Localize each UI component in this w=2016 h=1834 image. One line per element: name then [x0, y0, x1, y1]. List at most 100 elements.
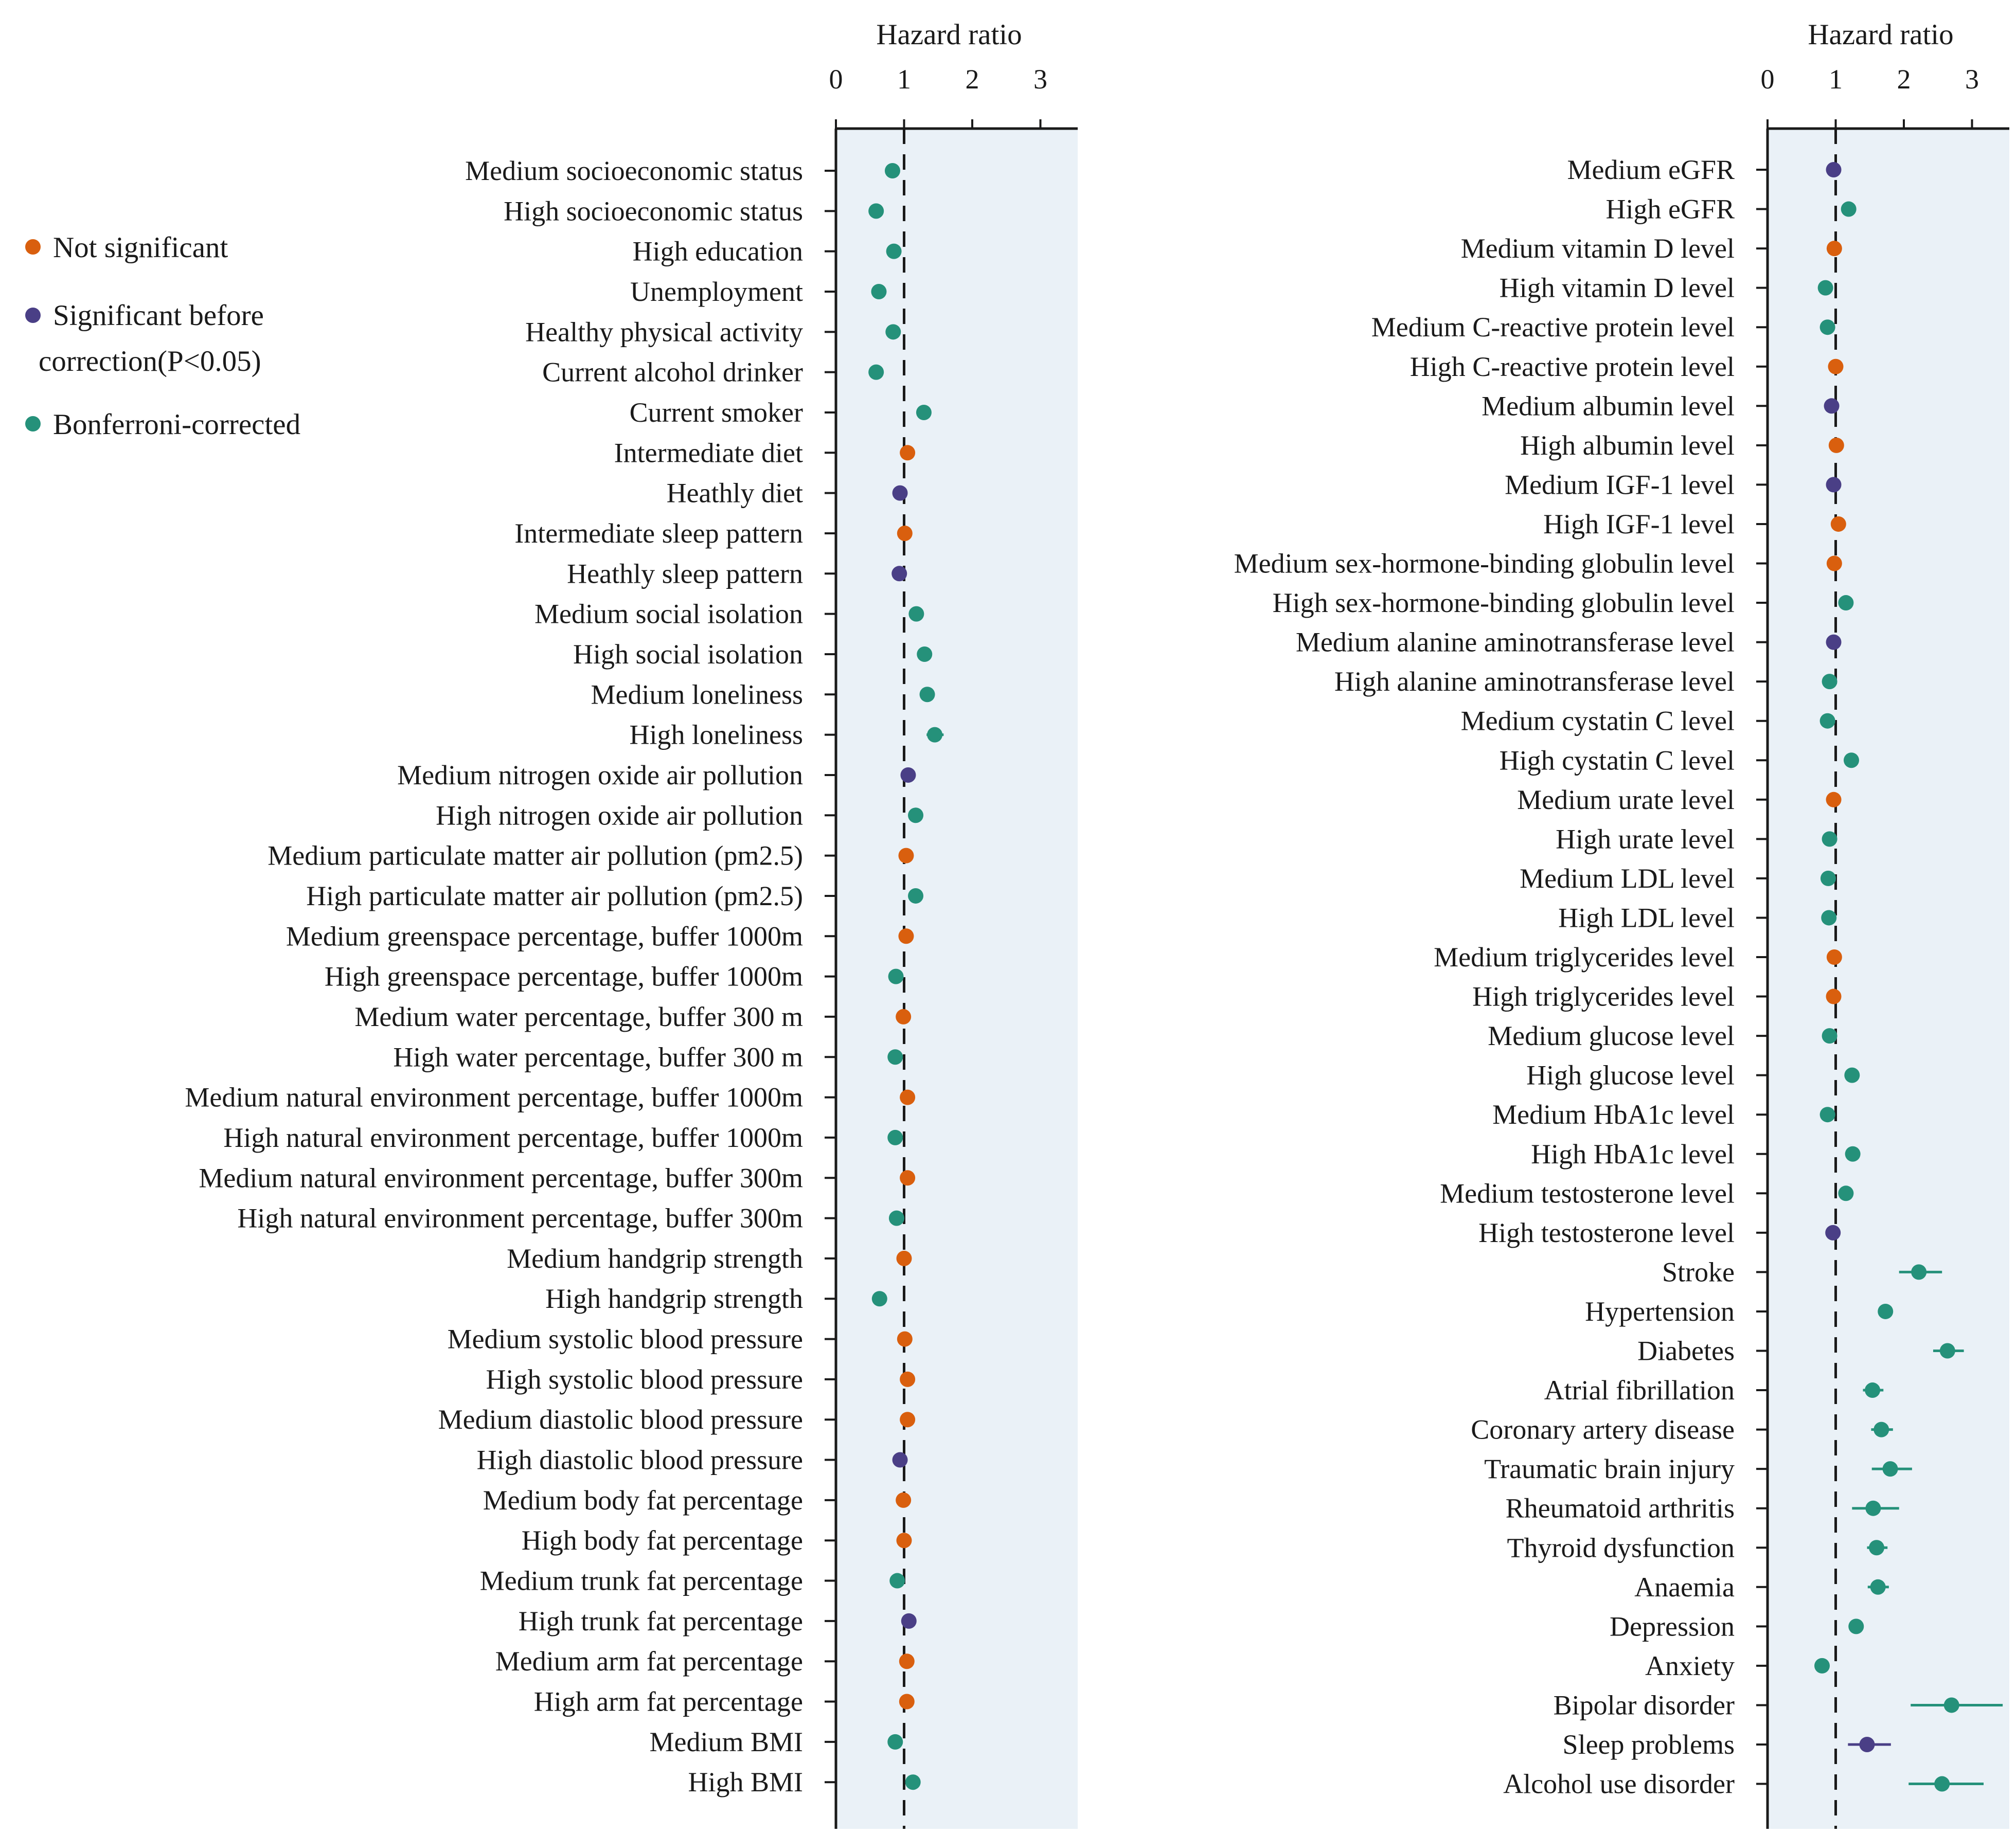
- hr-point: [1822, 831, 1837, 847]
- row-label: High vitamin D level: [1500, 273, 1735, 303]
- hr-point: [916, 404, 932, 420]
- row-label: High arm fat percentage: [534, 1686, 803, 1717]
- hr-point: [1821, 910, 1837, 926]
- row-label: High HbA1c level: [1531, 1139, 1735, 1170]
- x-tick-label: 2: [966, 64, 979, 95]
- row-label: High cystatin C level: [1500, 745, 1735, 776]
- hr-point: [871, 1291, 887, 1307]
- hr-point: [1838, 595, 1854, 611]
- row-label: High eGFR: [1605, 194, 1735, 225]
- hr-point: [927, 727, 943, 743]
- hr-point: [1819, 319, 1835, 335]
- row-label: High particulate matter air pollution (p…: [306, 880, 803, 911]
- hr-point: [901, 1613, 917, 1629]
- row-label: High triglycerides level: [1472, 981, 1735, 1012]
- hr-point: [897, 1331, 913, 1347]
- row-label: High systolic blood pressure: [486, 1364, 803, 1395]
- hr-point: [1843, 752, 1859, 768]
- row-label: High water percentage, buffer 300 m: [393, 1041, 803, 1072]
- row-label: Medium cystatin C level: [1461, 706, 1735, 736]
- row-label: Anxiety: [1645, 1650, 1735, 1681]
- row-label: Unemployment: [630, 276, 803, 307]
- hr-point: [1830, 516, 1846, 532]
- hr-point: [1822, 1028, 1837, 1044]
- row-label: Traumatic brain injury: [1484, 1453, 1735, 1484]
- row-label: High body fat percentage: [522, 1525, 803, 1556]
- hr-point: [1848, 1619, 1864, 1634]
- hr-point: [1943, 1697, 1959, 1713]
- hr-point: [871, 283, 887, 299]
- row-label: Hypertension: [1585, 1296, 1735, 1327]
- forest-panel-right: Hazard ratio 0 1 2 3 Medium eGFR High eGFR Medi…: [1234, 19, 2009, 1829]
- forest-panel-left: Hazard ratio 0 1 2 3 Medium socioeconomic sta…: [185, 19, 1078, 1829]
- row-label: High testosterone level: [1478, 1217, 1735, 1248]
- x-tick-label: 1: [897, 64, 911, 95]
- hr-point: [1828, 437, 1844, 453]
- hr-point: [917, 646, 933, 662]
- hr-point: [1838, 1185, 1854, 1201]
- hr-point: [899, 1653, 915, 1669]
- x-tick-label: 3: [1965, 64, 1979, 95]
- row-label: High alanine aminotransferase level: [1334, 666, 1735, 697]
- row-label: High natural environment percentage, buf…: [223, 1122, 803, 1153]
- hr-point: [898, 928, 914, 944]
- row-label: Medium social isolation: [534, 599, 803, 630]
- legend-label-significant-line2: correction(P<0.05): [39, 345, 261, 377]
- hr-point: [908, 606, 924, 622]
- hr-point: [887, 1734, 903, 1750]
- row-label: Anaemia: [1634, 1572, 1735, 1603]
- hr-point: [1824, 398, 1840, 414]
- hr-point: [1865, 1382, 1881, 1398]
- hr-point: [900, 1089, 916, 1105]
- row-label: Current alcohol drinker: [542, 357, 803, 388]
- row-label: High education: [633, 236, 803, 267]
- hr-point: [900, 1371, 916, 1387]
- row-label: High sex-hormone-binding globulin level: [1273, 587, 1735, 618]
- hr-point: [868, 203, 884, 219]
- row-label: Coronary artery disease: [1471, 1414, 1735, 1445]
- row-label: High socioeconomic status: [504, 195, 803, 226]
- row-label: Medium natural environment percentage, b…: [199, 1162, 803, 1193]
- hr-point: [1844, 1067, 1860, 1083]
- row-label: Healthy physical activity: [525, 316, 803, 347]
- row-label: High IGF-1 level: [1543, 509, 1735, 540]
- row-label: Medium loneliness: [591, 679, 803, 710]
- row-label: Medium glucose level: [1488, 1020, 1735, 1051]
- row-label: High nitrogen oxide air pollution: [436, 800, 803, 831]
- row-label: Medium sex-hormone-binding globulin leve…: [1234, 548, 1735, 579]
- hr-point: [1817, 280, 1833, 296]
- row-label: Medium greenspace percentage, buffer 100…: [286, 921, 803, 951]
- row-label: High BMI: [688, 1767, 803, 1797]
- row-label: High urate level: [1556, 823, 1735, 854]
- hr-point: [891, 566, 907, 582]
- row-label: Alcohol use disorder: [1503, 1769, 1735, 1800]
- hr-point: [889, 1573, 905, 1589]
- hr-point: [896, 1533, 912, 1549]
- hr-point: [898, 848, 914, 864]
- row-label: Heathly sleep pattern: [567, 558, 803, 589]
- row-label: Stroke: [1662, 1256, 1735, 1287]
- hr-point: [1841, 201, 1857, 217]
- hr-point: [908, 888, 924, 904]
- hr-point: [896, 1250, 912, 1266]
- hr-point: [1911, 1264, 1927, 1280]
- row-label: Medium BMI: [649, 1727, 803, 1757]
- hr-point: [908, 807, 924, 823]
- hr-point: [892, 1452, 908, 1468]
- legend-label-bonferroni: Bonferroni-corrected: [53, 408, 300, 441]
- row-label: Medium LDL level: [1520, 863, 1735, 894]
- hr-point: [1819, 713, 1835, 729]
- row-label: Sleep problems: [1563, 1729, 1735, 1760]
- hr-point: [887, 1129, 903, 1145]
- x-tick-label: 2: [1897, 64, 1911, 95]
- row-label: Medium C-reactive protein level: [1371, 312, 1735, 343]
- hr-point: [1826, 949, 1842, 965]
- row-label: Intermediate sleep pattern: [514, 518, 803, 549]
- legend-label-not-significant: Not significant: [53, 231, 228, 264]
- legend-label-significant-line1: Significant before: [53, 299, 264, 332]
- plot-area-left: [836, 129, 1078, 1829]
- hr-point: [1820, 870, 1836, 886]
- hr-point: [1826, 988, 1842, 1004]
- hr-point: [886, 243, 902, 259]
- hr-point: [1845, 1146, 1861, 1162]
